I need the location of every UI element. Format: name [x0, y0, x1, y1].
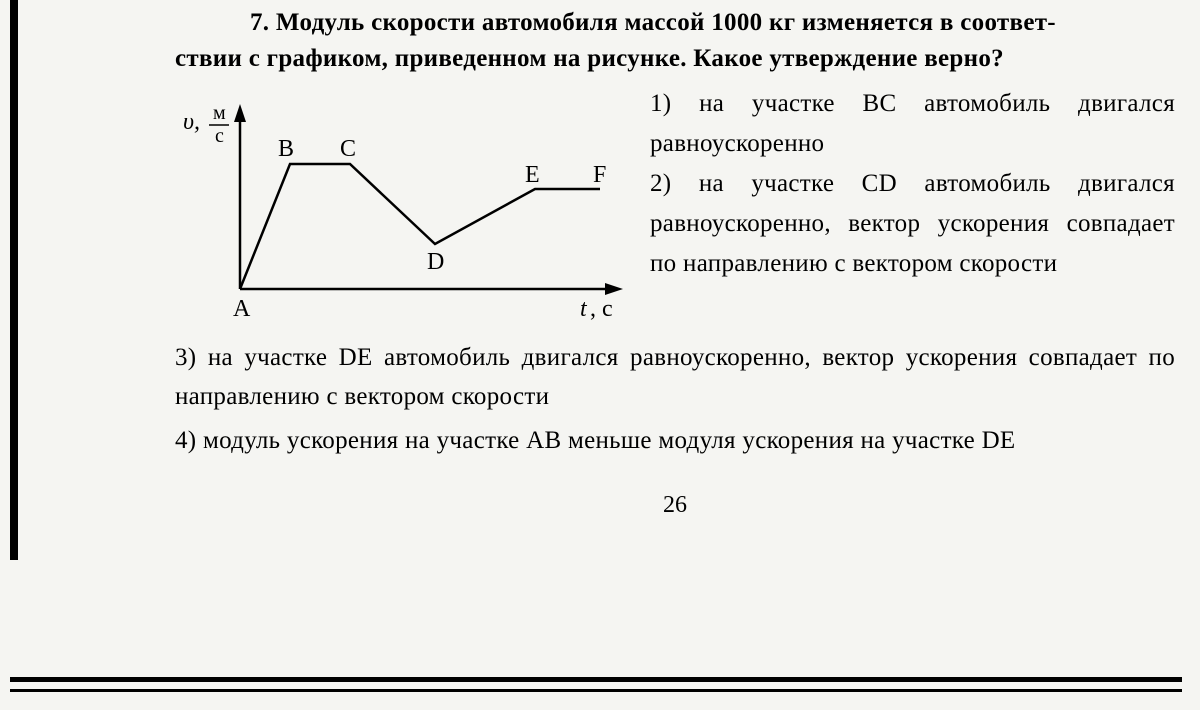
- question-line1: Модуль скорости автомобиля массой 1000 к…: [276, 9, 1056, 36]
- y-axis-v: υ,: [183, 109, 200, 135]
- y-axis-den: с: [215, 125, 224, 147]
- option-3: 3) на участке DE автомобиль двигался рав…: [175, 338, 1175, 417]
- bottom-border-line-2: [10, 689, 1182, 692]
- velocity-graph: υ, м с t , с A: [175, 84, 645, 334]
- option-2: 2) на участке CD автомо­биль двигался ра…: [650, 164, 1175, 284]
- x-axis-label-unit: , с: [590, 296, 613, 322]
- content-area: 7. Модуль скорости автомобиля массой 100…: [175, 5, 1175, 519]
- y-axis-arrow: [234, 104, 246, 122]
- point-D-label: D: [427, 249, 444, 275]
- option-1: 1) на участке ВС автомобиль двигался рав…: [650, 84, 1175, 164]
- velocity-curve: [240, 164, 600, 289]
- page-container: 7. Модуль скорости автомобиля массой 100…: [0, 0, 1200, 710]
- x-axis-arrow: [605, 283, 623, 295]
- y-axis-num: м: [213, 102, 226, 124]
- graph-column: υ, м с t , с A: [175, 84, 645, 334]
- question-number: 7.: [250, 9, 269, 36]
- point-F-label: F: [593, 162, 606, 188]
- point-C-label: C: [340, 136, 356, 162]
- point-B-label: B: [278, 136, 294, 162]
- option-4: 4) модуль ускорения на участке AB меньше…: [175, 421, 1175, 461]
- left-margin-border: [10, 0, 18, 560]
- point-A-label: A: [233, 296, 251, 322]
- options-right-column: 1) на участке ВС автомобиль двигался рав…: [645, 84, 1175, 334]
- graph-options-row: υ, м с t , с A: [175, 84, 1175, 334]
- question-line2: ствии с графиком, приведенном на рисунке…: [175, 45, 1004, 72]
- question-text: 7. Модуль скорости автомобиля массой 100…: [175, 5, 1175, 78]
- page-number: 26: [175, 492, 1175, 519]
- bottom-border-line-1: [10, 677, 1182, 682]
- point-E-label: E: [525, 162, 540, 188]
- x-axis-label: t: [580, 296, 588, 322]
